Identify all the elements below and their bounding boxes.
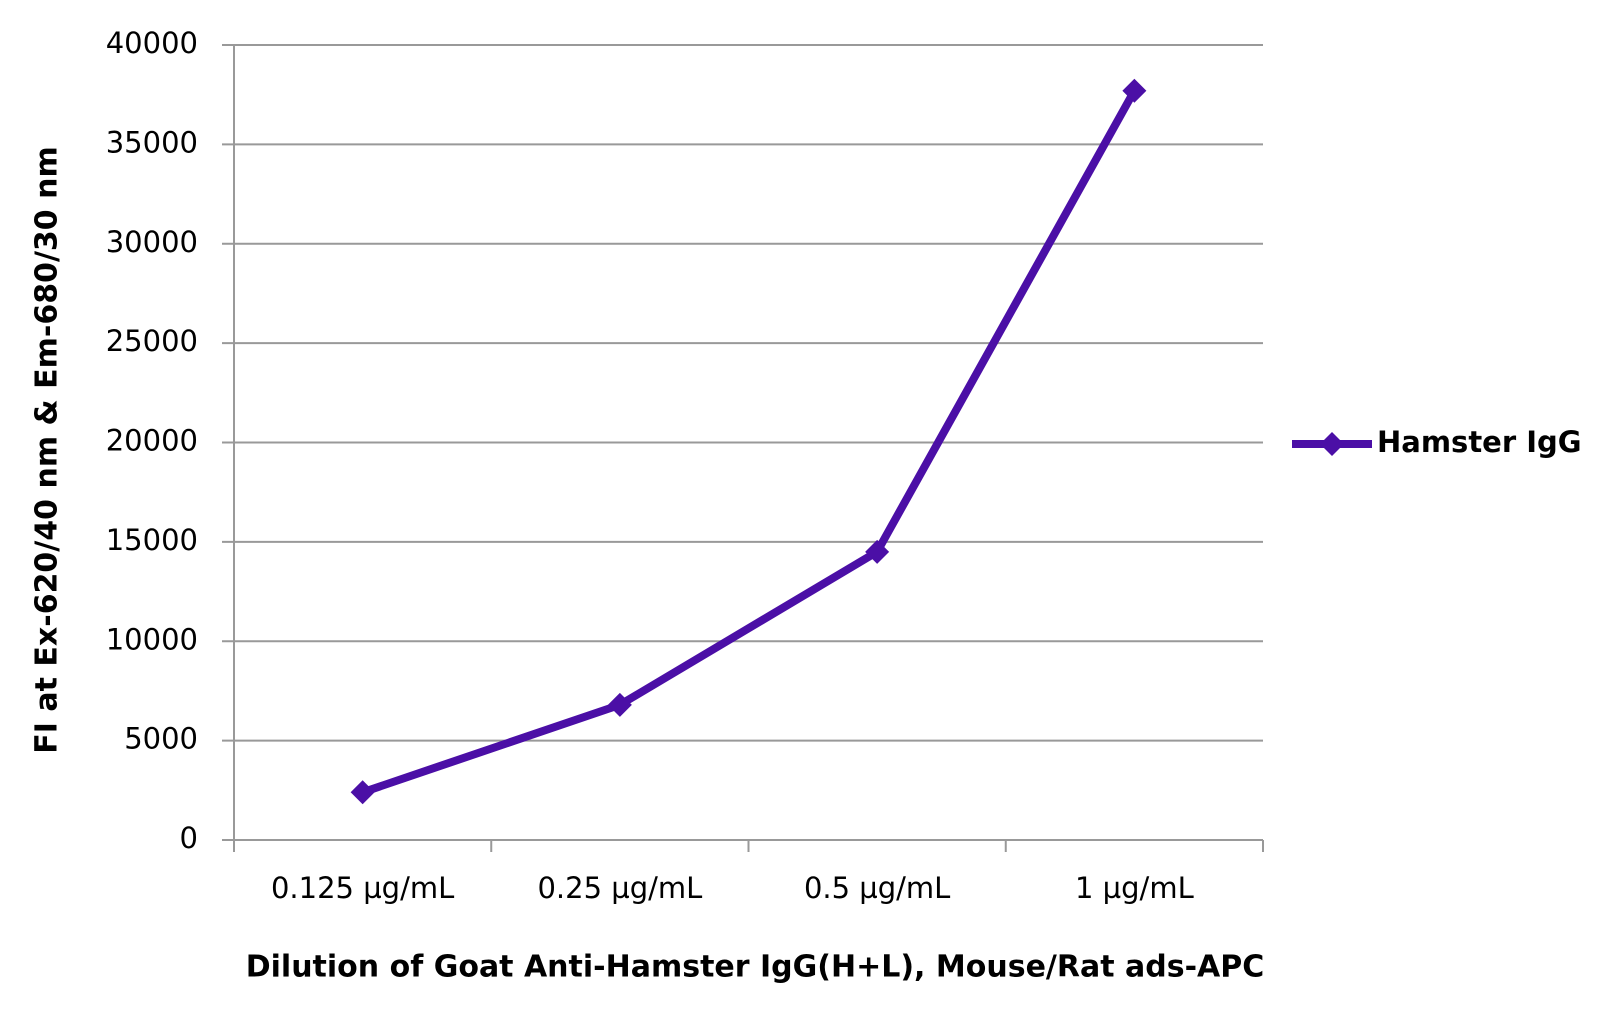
y-tick-label: 25000 (106, 324, 198, 358)
data-point (350, 780, 375, 805)
y-tick-label: 10000 (106, 622, 198, 656)
x-axis-title: Dilution of Goat Anti-Hamster IgG(H+L), … (246, 950, 1265, 985)
y-tick-label: 20000 (106, 424, 198, 458)
y-tick-label: 5000 (124, 722, 198, 756)
data-point (865, 539, 890, 564)
y-tick-label: 35000 (106, 125, 198, 159)
legend-label: Hamster IgG (1377, 425, 1582, 459)
x-tick-label: 0.5 µg/mL (804, 871, 950, 905)
data-point (1122, 78, 1147, 103)
data-point (607, 692, 632, 717)
x-tick-label: 0.125 µg/mL (271, 871, 454, 905)
x-tick-label: 0.25 µg/mL (537, 871, 702, 905)
y-tick-label: 0 (180, 821, 198, 855)
y-axis-title: FI at Ex-620/40 nm & Em-680/30 nm (30, 146, 65, 753)
legend-marker (1320, 432, 1344, 456)
series-line (361, 88, 1138, 797)
y-tick-label: 15000 (106, 523, 198, 557)
x-tick-label: 1 µg/mL (1075, 871, 1194, 905)
y-tick-label: 40000 (106, 26, 198, 60)
y-tick-label: 30000 (106, 225, 198, 259)
